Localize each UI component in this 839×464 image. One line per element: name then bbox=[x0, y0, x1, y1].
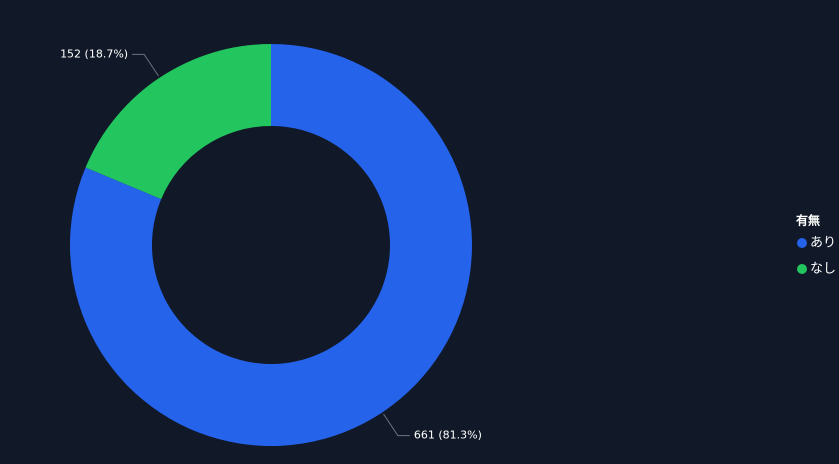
leader-line bbox=[132, 53, 159, 77]
legend-marker[interactable] bbox=[797, 238, 807, 248]
legend-marker[interactable] bbox=[797, 264, 807, 274]
donut-slice[interactable] bbox=[69, 44, 472, 447]
data-label: 152 (18.7%) bbox=[60, 47, 128, 60]
data-label: 661 (81.3%) bbox=[414, 429, 482, 442]
legend-label[interactable]: あり bbox=[810, 236, 836, 251]
legend-label[interactable]: なし bbox=[810, 262, 836, 277]
legend-title: 有無 bbox=[796, 213, 820, 228]
leader-line bbox=[383, 413, 410, 437]
donut-slice[interactable] bbox=[85, 44, 271, 200]
